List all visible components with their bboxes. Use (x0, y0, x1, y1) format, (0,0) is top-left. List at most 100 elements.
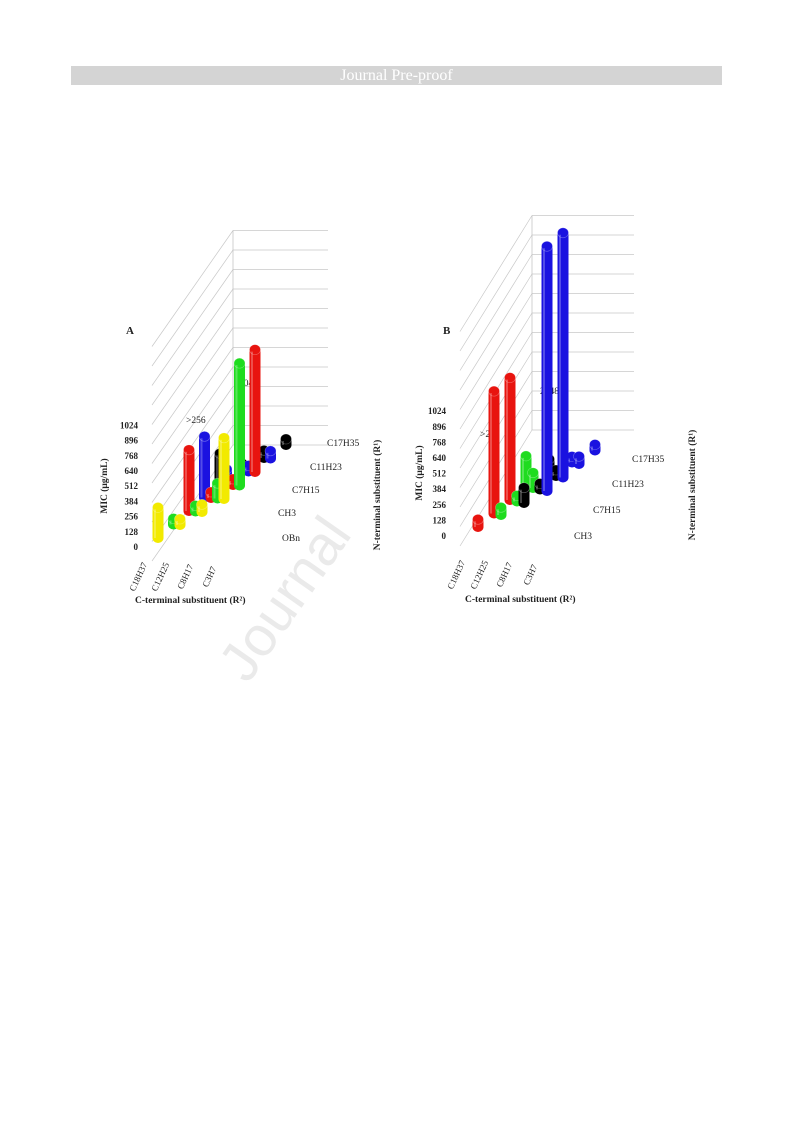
bar-cap (472, 514, 484, 525)
bar-highlight (591, 446, 593, 451)
bar-highlight (244, 467, 247, 472)
bar-body (541, 246, 553, 497)
bar-highlight (191, 507, 194, 512)
bar-highlight (552, 472, 554, 476)
bar (264, 445, 277, 464)
y-tick-label: 128 (433, 515, 447, 525)
bar-cap (589, 439, 601, 450)
gridline-side (151, 347, 234, 464)
bar (527, 467, 539, 493)
bar-highlight (220, 439, 222, 499)
bar-body (249, 349, 261, 477)
bar-cap (183, 444, 195, 456)
bar-body (488, 391, 500, 519)
bar-body (518, 487, 530, 508)
bar-highlight (513, 497, 515, 502)
bar-body (199, 436, 210, 503)
bar-highlight (497, 509, 499, 515)
z-category-label: CH3 (278, 509, 296, 519)
y-tick-label: 0 (442, 531, 447, 541)
gridline-side (459, 312, 533, 430)
chart-gridlines (151, 230, 328, 562)
journal-header-bar: Journal Pre-proof (71, 66, 722, 85)
chart-bars (472, 227, 601, 532)
bar-highlight (490, 393, 492, 514)
y-tick-label: 640 (125, 466, 139, 476)
gridline-side (151, 269, 234, 386)
bar-cap (541, 240, 553, 252)
bar-body (234, 363, 245, 491)
bar-highlight (520, 489, 522, 503)
bar-cap (152, 502, 164, 513)
bar-highlight (529, 474, 531, 488)
bar-cap (218, 432, 230, 444)
chart-annotation: 2048 (239, 379, 258, 389)
z-category-label: C7H15 (292, 486, 320, 496)
bar-highlight (568, 458, 570, 463)
bar-highlight (251, 351, 253, 472)
y-tick-label: 640 (433, 453, 447, 463)
y-tick-label: 256 (125, 512, 139, 522)
bar-cap (504, 372, 516, 383)
x-category-label: C3H7 (200, 564, 218, 588)
bar-highlight (176, 521, 178, 525)
bar-highlight (522, 457, 524, 487)
bar-body (183, 449, 195, 516)
chart-a: A 1024 896 768 640 512 384 256 128 0 MIC (μg/mL) C-… (99, 230, 383, 606)
bar-highlight (266, 452, 269, 459)
z-category-label: C11H23 (612, 480, 644, 490)
y-tick-label: 128 (125, 527, 139, 537)
bar-cap (557, 227, 569, 239)
bar-highlight (543, 248, 545, 491)
gridline-side (459, 273, 533, 391)
gridline-side (151, 366, 234, 484)
gridline-side (459, 293, 533, 410)
bar (152, 502, 164, 543)
y-tick-label: 0 (134, 542, 139, 552)
x-category-label: C18H37 (127, 560, 149, 592)
bar (472, 514, 484, 532)
gridline-side (151, 288, 234, 406)
z-category-label: C11H23 (310, 463, 342, 473)
bar-cap (233, 357, 246, 369)
bar (249, 344, 261, 477)
bar-highlight (185, 451, 187, 511)
y-tick-label: 512 (125, 481, 139, 491)
bar-highlight (216, 455, 218, 484)
y-tick-label: 512 (433, 469, 447, 479)
bar-cap (249, 344, 261, 355)
y-tick-label: 896 (433, 422, 447, 432)
bar (589, 439, 601, 456)
bar-highlight (559, 234, 561, 478)
y-tick-label: 384 (125, 496, 139, 506)
bar-highlight (235, 365, 238, 486)
bar-cap (518, 482, 530, 494)
bar-cap (280, 433, 292, 445)
bar-highlight (536, 485, 538, 490)
gridline-side (459, 254, 533, 371)
chart-b: B 1024 896 768 640 512 384 256 128 0 MIC (μg/mL) C-… (414, 215, 698, 605)
bar-body (504, 377, 516, 505)
z-axis-label: N-terminal substituent (R¹) (372, 440, 383, 551)
bar-highlight (282, 441, 284, 445)
y-axis-label: MIC (μg/mL) (99, 458, 110, 513)
bar (280, 433, 292, 450)
y-tick-label: 1024 (428, 406, 447, 416)
y-tick-label: 1024 (120, 420, 139, 430)
bar-highlight (474, 521, 476, 527)
bar-highlight (575, 458, 577, 464)
bar (174, 513, 186, 530)
y-tick-label: 384 (433, 484, 447, 494)
chart-bars (152, 344, 292, 543)
gridline-side (151, 230, 234, 347)
bar (218, 432, 230, 504)
x-category-label: C12H25 (149, 560, 171, 592)
x-category-label: C18H37 (445, 558, 467, 590)
bar-body (557, 232, 569, 483)
bar-highlight (200, 438, 203, 498)
y-axis-label: MIC (μg/mL) (414, 445, 425, 500)
z-category-label: C17H35 (632, 455, 664, 465)
z-category-label: CH3 (574, 532, 592, 542)
bar-cap (198, 431, 211, 442)
